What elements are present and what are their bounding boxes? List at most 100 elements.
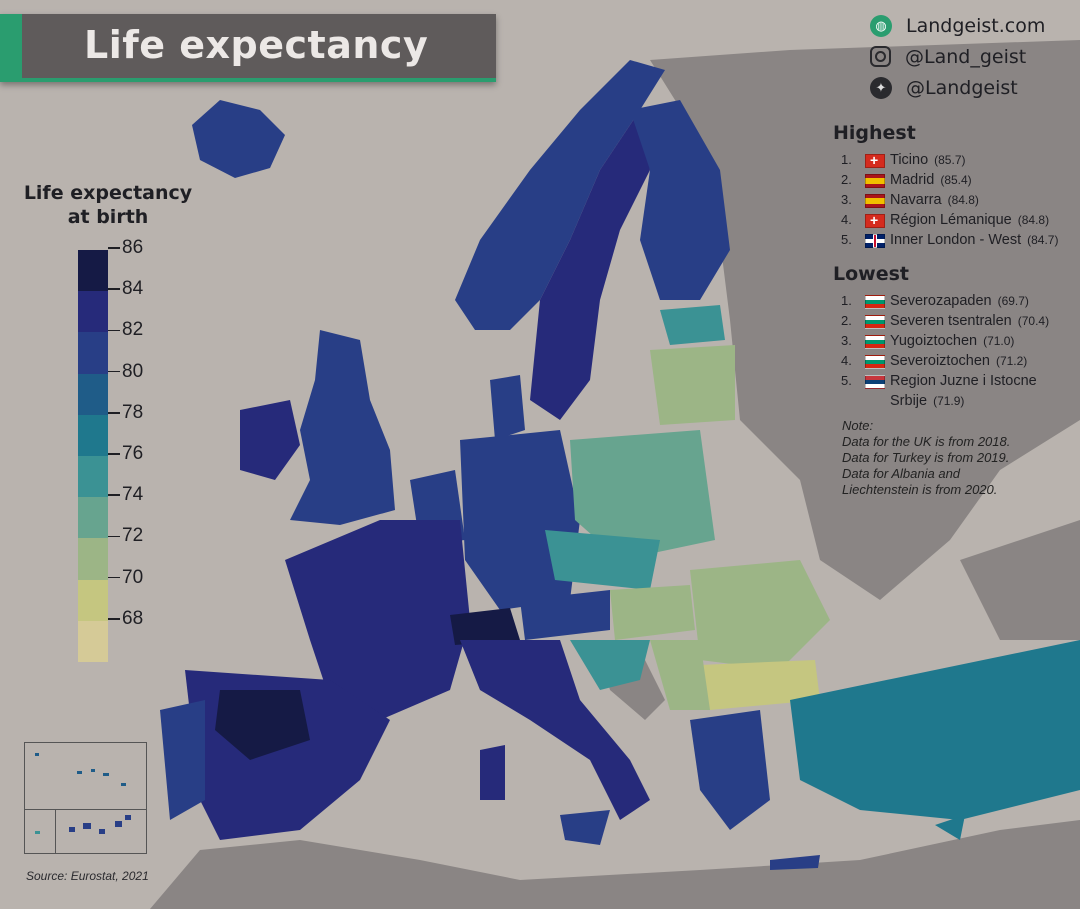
region-value: (69.7)	[997, 294, 1029, 308]
social-instagram[interactable]: @Land_geist	[870, 41, 1045, 72]
region-entry: Région Lémanique (84.8)	[890, 210, 1049, 230]
france	[285, 520, 470, 720]
instagram-icon	[870, 46, 891, 67]
highest-title: Highest	[833, 122, 916, 144]
region-name: Severen tsentralen	[890, 313, 1012, 329]
title-accent-bar	[0, 14, 22, 78]
latvia-lithuania	[650, 345, 735, 425]
legend-tick-label: 80	[108, 361, 143, 382]
sweden	[530, 110, 650, 420]
region-value: (71.9)	[933, 394, 965, 408]
region-value: (85.4)	[940, 173, 972, 187]
lowest-item: 5. Region Juzne i Istocne Srbije (71.9)	[833, 371, 1073, 411]
north-africa-land	[150, 820, 1080, 909]
legend-tick-label: 72	[108, 525, 143, 546]
rank-number: 2.	[841, 313, 852, 328]
legend-color-bar	[78, 250, 108, 662]
legend-swatch	[78, 538, 108, 580]
rank-number: 5.	[841, 232, 852, 247]
legend-title-line2: at birth	[67, 206, 149, 228]
note-line: Data for Turkey is from 2019.	[842, 450, 1010, 465]
greece	[690, 710, 770, 830]
legend-swatch	[78, 497, 108, 539]
finland	[630, 100, 730, 300]
inset-islands	[35, 753, 131, 834]
flag-ch-icon	[865, 210, 885, 230]
region-value: (85.7)	[934, 153, 966, 167]
region-name: Severoiztochen	[890, 353, 990, 369]
flag-uk-icon	[865, 234, 885, 248]
twitter-icon: ✦	[870, 76, 892, 99]
region-entry: Region Juzne i Istocne Srbije (71.9)	[890, 371, 1037, 411]
region-name: Ticino	[890, 152, 929, 168]
great-britain	[290, 330, 395, 525]
hungary	[610, 585, 695, 640]
rank-number: 3.	[841, 333, 852, 348]
denmark	[490, 375, 525, 440]
iceland	[192, 100, 285, 178]
lowest-item: 4. Severoiztochen (71.2)	[833, 351, 1073, 371]
sicily	[560, 810, 610, 845]
region-name: Navarra	[890, 192, 942, 208]
legend-title: Life expectancy at birth	[18, 181, 198, 229]
region-entry: Severen tsentralen (70.4)	[890, 311, 1049, 331]
rank-number: 4.	[841, 353, 852, 368]
highest-item: 5. Inner London - West (84.7)	[833, 230, 1073, 250]
turkey	[790, 640, 1080, 820]
legend-swatch	[78, 579, 108, 621]
note: Note: Data for the UK is from 2018. Data…	[842, 418, 1074, 498]
social-twitter-label: @Landgeist	[906, 76, 1018, 99]
rank-number: 3.	[841, 192, 852, 207]
flag-es-icon	[865, 174, 885, 188]
bulgaria	[700, 660, 820, 710]
region-entry: Severozapaden (69.7)	[890, 291, 1029, 311]
lowest-item: 3. Yugoiztochen (71.0)	[833, 331, 1073, 351]
legend-swatch	[78, 291, 108, 333]
flag-bg-icon	[865, 335, 885, 349]
sardinia	[480, 745, 505, 800]
social-twitter[interactable]: ✦ @Landgeist	[870, 72, 1045, 103]
lowest-item: 1. Severozapaden (69.7)	[833, 291, 1073, 311]
social-instagram-label: @Land_geist	[905, 45, 1027, 68]
region-name: Region Juzne i Istocne	[890, 373, 1037, 389]
highest-list: Highest 1. Ticino (85.7) 2. Madrid (85.4) 3. Na…	[833, 122, 1073, 250]
legend-tick-label: 82	[108, 319, 143, 340]
legend-swatch	[78, 414, 108, 456]
legend-title-line1: Life expectancy	[23, 182, 193, 204]
spain-madrid	[215, 690, 310, 760]
highest-item: 1. Ticino (85.7)	[833, 150, 1073, 170]
flag-bg-icon	[865, 355, 885, 369]
legend-tick-label: 78	[108, 402, 143, 423]
region-entry: Madrid (85.4)	[890, 170, 972, 190]
cyprus	[935, 815, 965, 840]
poland	[570, 430, 715, 560]
highest-item: 3. Navarra (84.8)	[833, 190, 1073, 210]
rank-number: 5.	[841, 373, 852, 388]
social-website[interactable]: ◍ Landgeist.com	[870, 10, 1045, 41]
region-name: Yugoiztochen	[890, 333, 978, 349]
ireland	[240, 400, 300, 480]
title-banner: Life expectancy	[0, 14, 496, 82]
region-name: Srbije	[890, 393, 928, 409]
flag-bg-icon	[865, 295, 885, 309]
region-name: Madrid	[890, 172, 935, 188]
lowest-list: Lowest 1. Severozapaden (69.7) 2. Severen ts…	[833, 263, 1073, 411]
legend-swatch	[78, 373, 108, 415]
legend-tick-label: 76	[108, 443, 143, 464]
note-line: Data for the UK is from 2018.	[842, 434, 1011, 449]
region-value: (71.0)	[983, 334, 1015, 348]
flag-bg-icon	[865, 315, 885, 329]
region-name: Inner London - West	[890, 232, 1022, 248]
source-credit: Source: Eurostat, 2021	[26, 869, 149, 883]
region-entry: Severoiztochen (71.2)	[890, 351, 1027, 371]
globe-icon: ◍	[870, 14, 892, 37]
legend-swatch	[78, 455, 108, 498]
rank-number: 1.	[841, 293, 852, 308]
italy	[460, 640, 650, 820]
flag-ch-icon	[865, 150, 885, 170]
norway	[455, 60, 665, 330]
rank-number: 1.	[841, 152, 852, 167]
region-value: (84.7)	[1027, 233, 1059, 247]
region-name: Région Lémanique	[890, 212, 1012, 228]
